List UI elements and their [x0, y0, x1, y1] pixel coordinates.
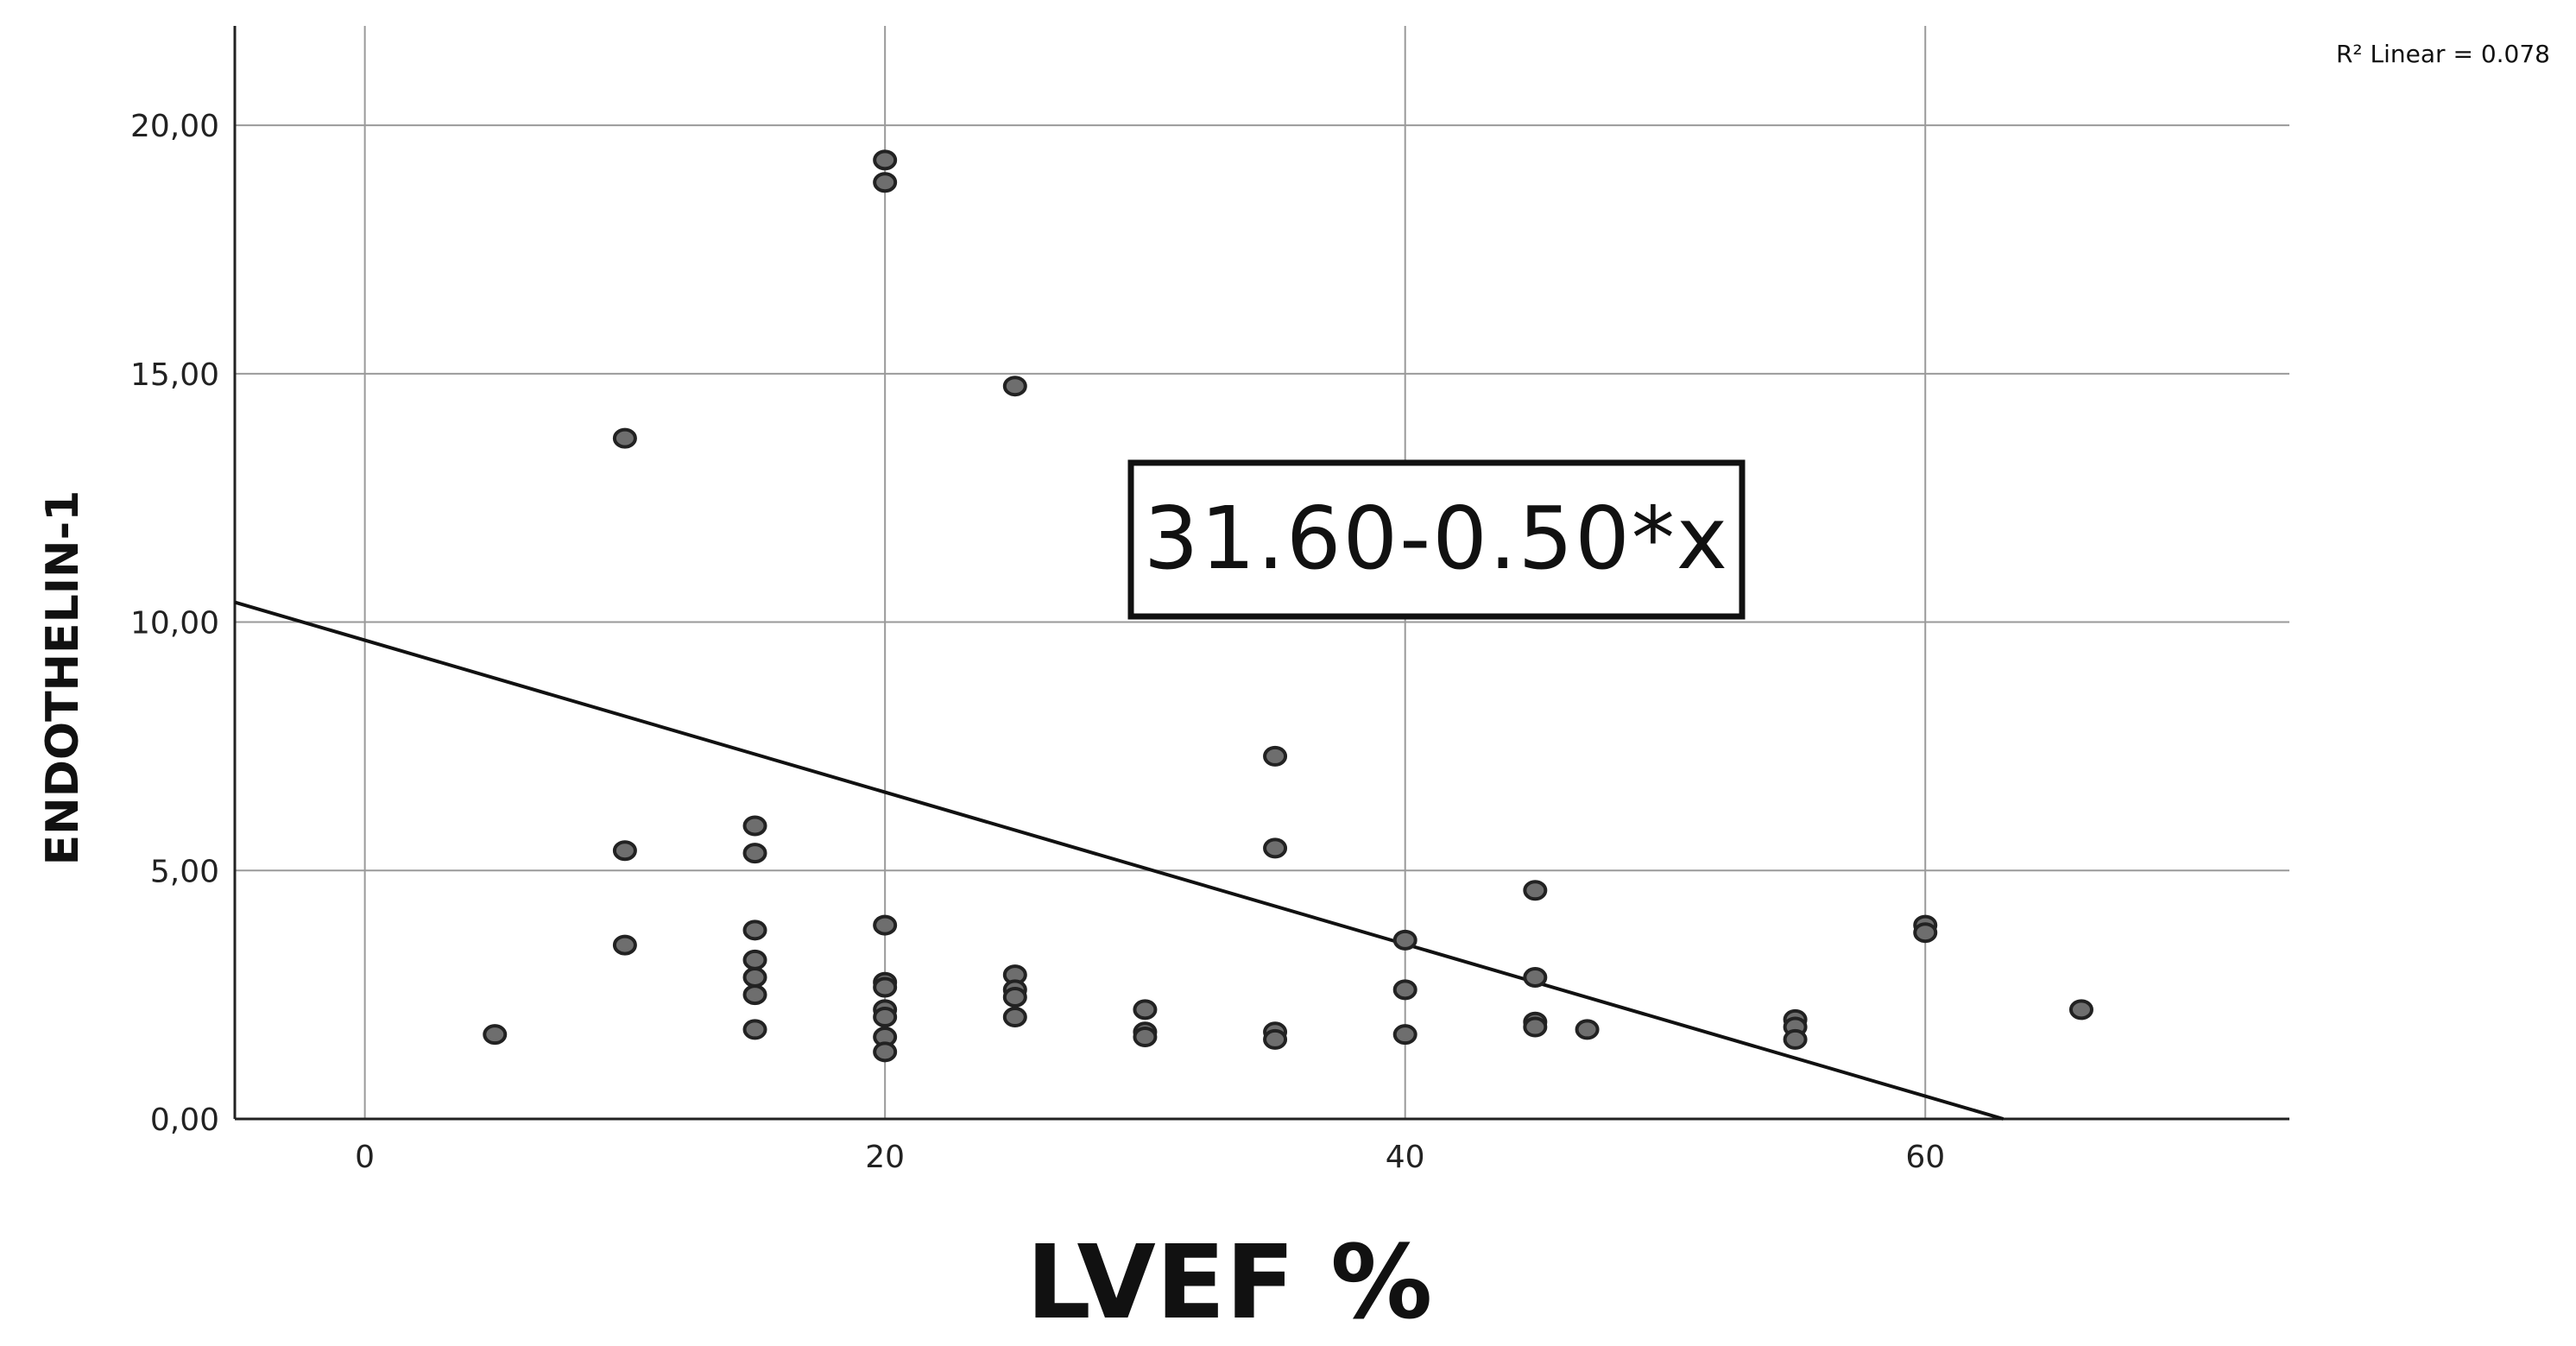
data-point-2 [612, 840, 637, 862]
data-point-1 [612, 427, 637, 449]
y-tick-label-2: 10,00 [130, 606, 219, 641]
data-point-45 [2068, 999, 2093, 1021]
equation-box-border [1127, 459, 1746, 620]
data-point-36 [1523, 966, 1548, 988]
x-axis-title: LVEF % [1026, 1223, 1433, 1342]
data-point-5 [742, 843, 767, 864]
data-point-6 [742, 919, 767, 941]
x-tick-label-1: 20 [865, 1140, 905, 1175]
data-point-35 [1523, 880, 1548, 901]
equation-label: 31.60-0.50*x [1144, 488, 1729, 589]
y-tick-label-3: 15,00 [130, 357, 219, 393]
data-point-27 [1133, 1027, 1158, 1048]
data-point-42 [1783, 1028, 1808, 1050]
data-point-24 [1002, 1007, 1027, 1028]
grid-lines [235, 26, 2289, 1119]
data-point-0 [483, 1024, 508, 1046]
x-tick-label-2: 40 [1386, 1140, 1425, 1175]
y-tick-label-1: 5,00 [150, 854, 219, 889]
data-point-15 [873, 976, 898, 998]
data-point-23 [1002, 987, 1027, 1008]
y-axis-title: ENDOTHELIN-1 [37, 490, 89, 866]
data-point-11 [873, 149, 898, 171]
y-tick-label-0: 0,00 [150, 1103, 219, 1138]
data-point-31 [1263, 1028, 1288, 1050]
data-point-33 [1392, 979, 1417, 1001]
r2-annotation: R² Linear = 0.078 [2336, 40, 2550, 68]
data-point-19 [873, 1041, 898, 1063]
regression-line [234, 600, 2005, 1121]
data-point-3 [612, 934, 637, 956]
data-point-17 [873, 1007, 898, 1028]
data-point-13 [873, 914, 898, 936]
data-point-39 [1575, 1019, 1600, 1040]
data-point-9 [742, 984, 767, 1006]
data-point-12 [873, 172, 898, 193]
data-point-29 [1263, 837, 1288, 859]
data-point-32 [1392, 929, 1417, 951]
data-point-28 [1263, 745, 1288, 767]
axes [233, 26, 2289, 1121]
x-tick-label-0: 0 [355, 1140, 375, 1175]
x-tick-labels: 0 20 40 60 [355, 1140, 1945, 1175]
data-point-44 [1913, 922, 1938, 944]
data-point-10 [742, 1019, 767, 1040]
y-tick-labels: 0,00 5,00 10,00 15,00 20,00 [130, 109, 219, 1138]
data-point-8 [742, 966, 767, 988]
x-tick-label-3: 60 [1905, 1140, 1945, 1175]
data-point-34 [1392, 1024, 1417, 1046]
data-point-25 [1133, 999, 1158, 1021]
fit-line-layer [234, 600, 2005, 1121]
data-point-4 [742, 815, 767, 837]
data-point-20 [1002, 376, 1027, 397]
y-tick-label-4: 20,00 [130, 109, 219, 144]
data-point-38 [1523, 1016, 1548, 1038]
equation-box: 31.60-0.50*x [1127, 459, 1746, 620]
data-points [483, 149, 2093, 1063]
data-point-7 [742, 949, 767, 970]
